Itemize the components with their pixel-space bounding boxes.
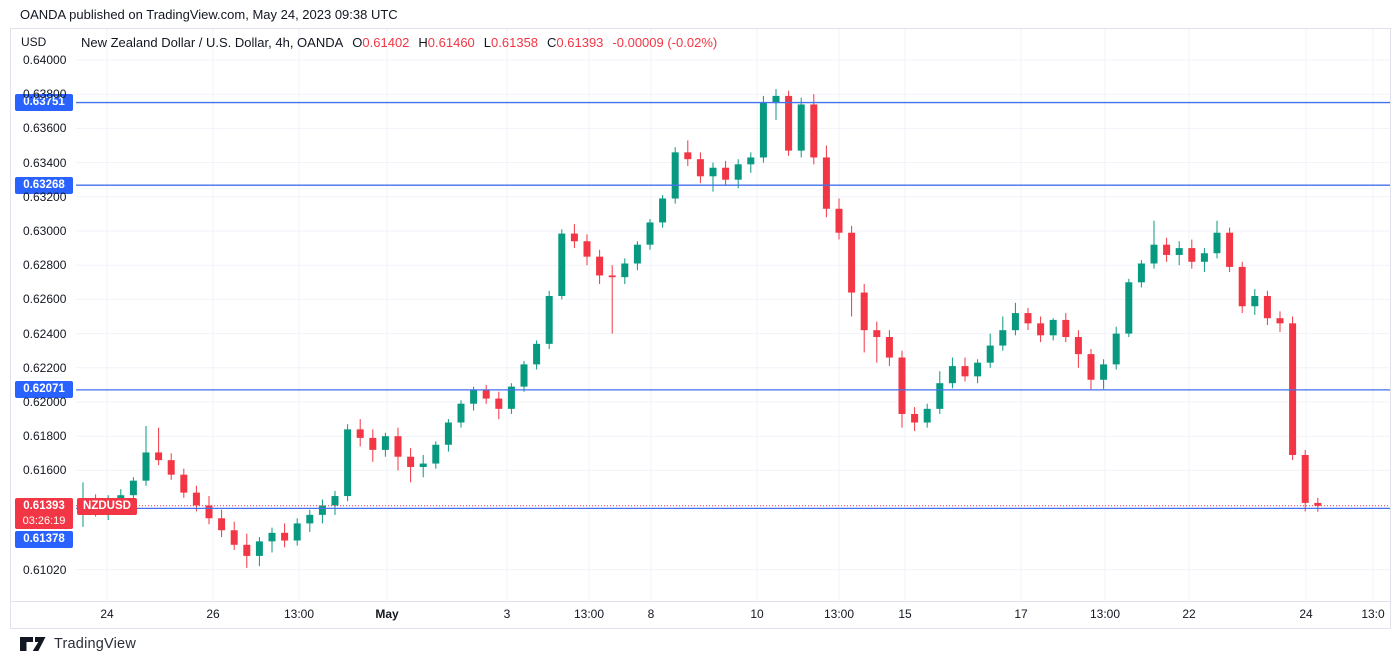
ohlc-label: C [547,35,557,50]
change-readout: -0.00009 (-0.02%) [612,35,718,50]
bar-countdown: 03:26:19 [22,514,66,527]
y-axis-label: 0.62000 [23,395,67,409]
y-axis-label: 0.61600 [23,463,67,478]
x-axis-label: May [375,607,399,621]
ohlc-value: 0.61402 [362,35,410,50]
x-axis-label: 3 [503,607,511,621]
x-axis-label: 17 [1014,607,1028,621]
x-axis-label: 13:00 [1089,607,1121,621]
y-axis-label: 0.63200 [23,189,67,204]
y-axis-label: 0.63600 [23,121,67,136]
x-axis-label: 13:00 [823,607,855,621]
price-level-badge: 0.62071 [15,381,73,399]
y-axis-label: 0.61800 [23,429,67,444]
symbol-title: New Zealand Dollar / U.S. Dollar, 4h, OA… [81,35,344,50]
current-price-badge: 0.61393 03:26:19 [15,497,73,529]
symbol-badge: NZDUSD [77,497,137,515]
ohlc-label: L [483,35,492,50]
ohlc-readout: O0.61402 H0.61460 L0.61358 C0.61393 [343,35,603,50]
ohlc-value: 0.61460 [427,35,475,50]
chart-widget[interactable]: 0.63751 0.63268 0.62071 0.61378 0.61393 03:26… [10,28,1391,629]
attribution-text: OANDA published on TradingView.com, May … [20,7,398,22]
chart-legend: New Zealand Dollar / U.S. Dollar, 4h, OA… [81,35,717,50]
ohlc-value: 0.61393 [556,35,604,50]
x-axis-label: 22 [1182,607,1196,621]
x-axis-label: 13:00 [283,607,315,621]
price-level-badge: 0.63751 [15,94,73,112]
candlestick-plot[interactable] [11,29,1390,628]
x-axis-label: 15 [898,607,912,621]
y-axis-label: 0.64000 [23,53,67,67]
price-level-badge: 0.63268 [15,176,73,194]
x-axis-label: 13:00 [573,607,605,621]
price-axis-unit-label: USD [21,35,47,49]
y-axis-label: 0.62800 [23,258,67,273]
ohlc-value: 0.61358 [491,35,539,50]
y-axis-label: 0.62400 [23,326,67,341]
tradingview-logo-text: TradingView [54,636,136,652]
ohlc-label: O [352,35,363,50]
x-axis-label: 26 [206,607,220,621]
y-axis-label: 0.63800 [23,87,67,102]
ohlc-label: H [418,35,428,50]
x-axis-label: 8 [647,607,655,621]
tradingview-logo[interactable]: TradingView [20,636,136,652]
x-axis-label: 24 [1299,607,1313,621]
y-axis-label: 0.63400 [23,155,67,170]
y-axis-label: 0.61020 [23,562,67,577]
price-level-badge: 0.61378 [15,530,73,548]
x-axis-label: 13:0 [1361,607,1385,621]
x-axis-label: 24 [100,607,114,621]
tradingview-logo-icon [20,637,46,651]
x-axis-label: 10 [750,607,764,621]
current-price-value: 0.61393 [23,499,65,512]
y-axis-label: 0.63000 [23,224,67,238]
y-axis-label: 0.62600 [23,292,67,307]
y-axis-label: 0.62200 [23,360,67,375]
